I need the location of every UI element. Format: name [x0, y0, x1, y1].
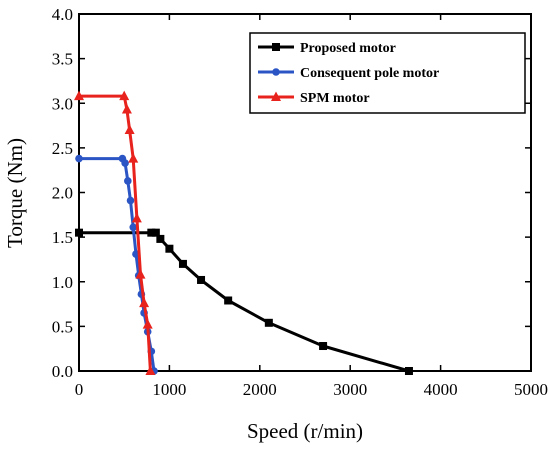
legend-label: Proposed motor: [300, 41, 396, 56]
data-point: [139, 297, 150, 308]
data-point: [74, 90, 84, 101]
data-point: [151, 228, 160, 237]
series-line: [79, 94, 152, 372]
data-point: [126, 196, 135, 205]
data-point: [124, 177, 132, 185]
data-point: [145, 365, 156, 375]
data-point: [129, 223, 138, 232]
series-group: [74, 90, 413, 375]
series-line: [79, 157, 156, 372]
y-axis-label: Torque (Nm): [3, 138, 27, 248]
y-tick-label: 0.5: [52, 317, 73, 336]
data-point: [121, 159, 129, 167]
x-tick-label: 3000: [333, 380, 367, 399]
legend-label: Consequent pole motor: [300, 66, 439, 81]
data-point: [224, 296, 233, 305]
y-tick-label: 1.5: [52, 228, 73, 247]
data-point: [124, 124, 135, 135]
series-line: [79, 231, 410, 373]
data-point: [178, 259, 187, 268]
y-tick-label: 0.0: [52, 362, 73, 381]
data-point: [128, 153, 139, 163]
legend-marker: [272, 68, 280, 76]
y-tick-label: 2.0: [52, 184, 73, 203]
legend: Proposed motor Consequent pole motor SPM m…: [249, 32, 526, 114]
x-tick-label: 4000: [424, 380, 458, 399]
legend-label: SPM motor: [300, 91, 370, 106]
data-point: [142, 319, 153, 329]
legend-marker: [272, 43, 280, 51]
axis-ticks: 0 1000 2000 3000 4000 5000 0.0 0.5 1.0 1.5 2.0 2.5 3…: [52, 5, 548, 399]
data-point: [131, 212, 142, 223]
legend-entry-1: Consequent pole motor: [258, 66, 439, 81]
series-0: [75, 228, 413, 375]
data-point: [197, 275, 206, 284]
y-tick-label: 1.0: [52, 273, 73, 292]
legend-marker: [271, 91, 281, 101]
x-tick-label: 5000: [514, 380, 548, 399]
y-tick-label: 4.0: [52, 5, 73, 24]
x-tick-label: 1000: [152, 380, 186, 399]
series-1: [75, 154, 158, 375]
data-point: [404, 367, 413, 375]
data-point: [119, 90, 130, 101]
y-tick-label: 3.5: [52, 50, 73, 69]
data-point: [147, 228, 156, 237]
data-point: [75, 228, 83, 237]
legend-entry-2: SPM motor: [258, 91, 370, 106]
series-2: [74, 90, 156, 375]
data-point: [264, 318, 273, 327]
data-point: [156, 234, 165, 243]
x-axis-label: Speed (r/min): [247, 419, 363, 443]
data-point: [319, 342, 328, 351]
data-point: [165, 244, 174, 253]
data-point: [75, 154, 83, 163]
data-point: [135, 269, 146, 279]
data-point: [121, 103, 132, 114]
y-tick-label: 3.0: [52, 94, 73, 113]
legend-box: [249, 32, 526, 114]
y-tick-label: 2.5: [52, 139, 73, 158]
x-tick-label: 0: [75, 380, 84, 399]
legend-entry-0: Proposed motor: [258, 41, 396, 56]
x-tick-label: 2000: [243, 380, 277, 399]
